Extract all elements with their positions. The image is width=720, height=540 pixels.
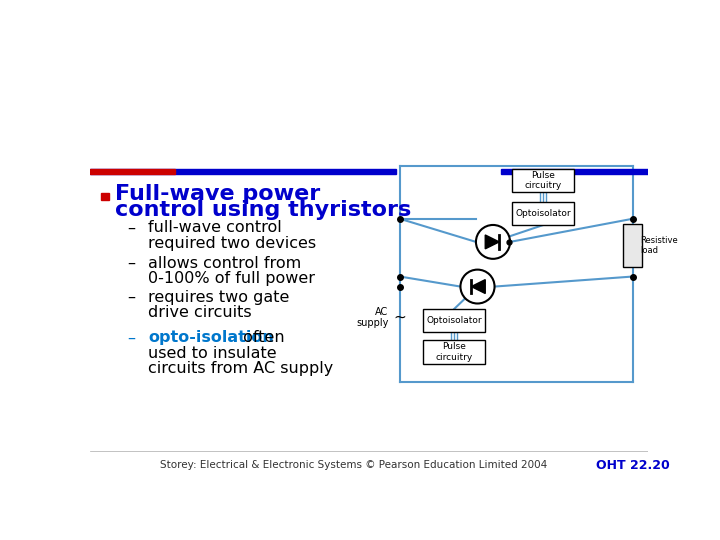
FancyBboxPatch shape [513, 168, 575, 192]
Text: used to insulate: used to insulate [148, 346, 276, 361]
Text: drive circuits: drive circuits [148, 305, 252, 320]
Text: opto-isolation: opto-isolation [148, 330, 274, 346]
FancyBboxPatch shape [624, 224, 642, 267]
Text: Full-wave power: Full-wave power [114, 184, 320, 204]
Polygon shape [485, 235, 499, 249]
Text: Pulse
circuitry: Pulse circuitry [525, 171, 562, 190]
Text: –: – [127, 330, 135, 346]
Text: full-wave control: full-wave control [148, 220, 282, 235]
Text: AC
supply: AC supply [356, 307, 388, 328]
Text: –: – [127, 289, 135, 305]
Text: allows control from: allows control from [148, 256, 302, 271]
Polygon shape [472, 280, 485, 294]
FancyBboxPatch shape [423, 340, 485, 363]
Text: Optoisolator: Optoisolator [426, 316, 482, 325]
Text: Pulse
circuitry: Pulse circuitry [436, 342, 473, 362]
Bar [90, 169, 175, 174]
Text: –: – [127, 256, 135, 271]
Bar [101, 193, 109, 200]
Circle shape [476, 225, 510, 259]
Text: ~: ~ [394, 310, 407, 325]
Circle shape [461, 269, 495, 303]
Text: 0-100% of full power: 0-100% of full power [148, 271, 315, 286]
Text: required two devices: required two devices [148, 236, 316, 251]
Text: often: often [238, 330, 284, 346]
Bar [500, 169, 648, 174]
Text: OHT 22.20: OHT 22.20 [595, 458, 670, 472]
FancyBboxPatch shape [423, 309, 485, 332]
Text: Optoisolator: Optoisolator [516, 209, 571, 218]
FancyBboxPatch shape [513, 202, 575, 225]
Text: control using thyristors: control using thyristors [114, 200, 411, 220]
Text: requires two gate: requires two gate [148, 289, 289, 305]
Text: –: – [127, 220, 135, 235]
Bar [90, 169, 396, 174]
Text: Storey: Electrical & Electronic Systems © Pearson Education Limited 2004: Storey: Electrical & Electronic Systems … [160, 460, 547, 470]
Text: circuits from AC supply: circuits from AC supply [148, 361, 333, 376]
Text: Resistive
load: Resistive load [640, 235, 678, 255]
